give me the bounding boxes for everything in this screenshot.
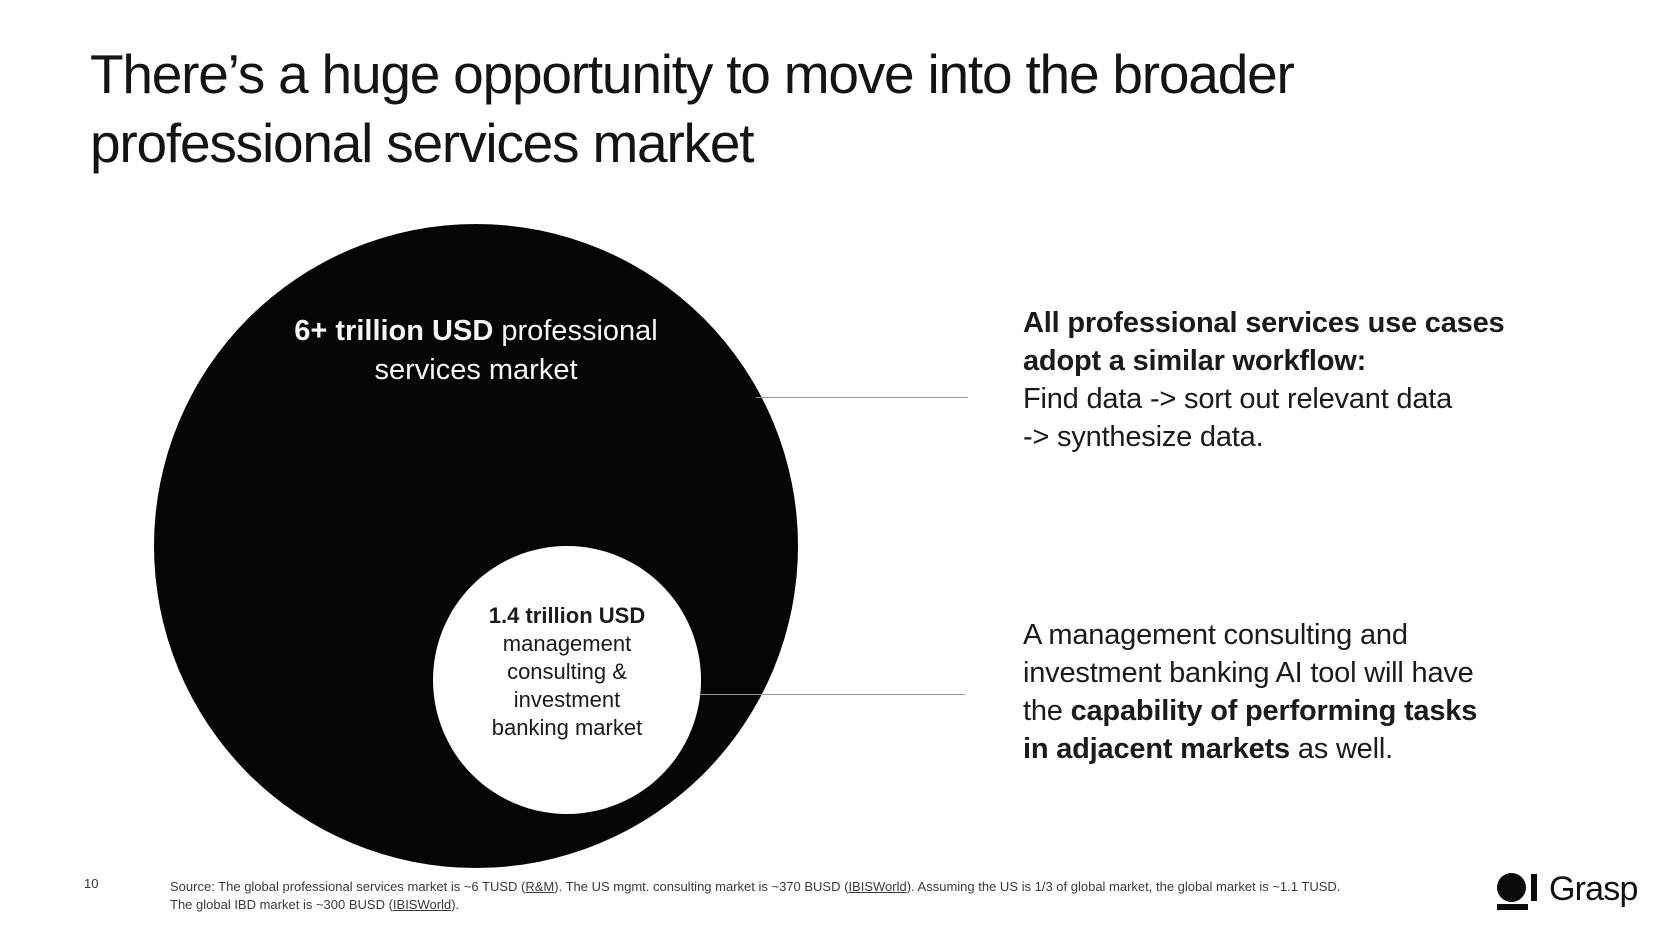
inner-circle-label-line5: banking market <box>491 715 643 740</box>
inner-circle-value: 1.4 trillion USD <box>488 603 646 628</box>
page-title-line1: There’s a huge opportunity to move into … <box>90 43 1295 105</box>
footnote-seg4: ). <box>451 897 460 912</box>
outer-circle-label-line2: services market <box>374 354 578 386</box>
footnote-seg2: ). The US mgmt. consulting market is ~37… <box>554 879 849 894</box>
grasp-logo-circle <box>1497 873 1526 902</box>
callout-adjacent-line4-regular: as well. <box>1290 733 1393 765</box>
page-title: There’s a huge opportunity to move into … <box>90 40 1570 178</box>
grasp-logo: Grasp <box>1497 866 1638 912</box>
grasp-logo-icon <box>1497 866 1539 912</box>
inner-circle-label-line4: investment <box>513 687 621 712</box>
callout-adjacent-line1: A management consulting and <box>1023 619 1408 651</box>
callout-workflow-bold-line2: adopt a similar workflow: <box>1023 345 1367 377</box>
footnote-seg1: Source: The global professional services… <box>170 879 526 894</box>
connector-line-outer-circle <box>756 397 968 398</box>
callout-workflow-bold-line1: All professional services use cases <box>1023 307 1505 339</box>
source-link-ibisworld-1[interactable]: IBISWorld <box>848 879 907 894</box>
inner-circle-label-line2: management <box>502 631 632 656</box>
connector-line-inner-circle <box>699 694 965 695</box>
page-title-line2: professional services market <box>90 112 755 174</box>
outer-circle-value: 6+ trillion USD <box>294 315 494 347</box>
source-link-ibisworld-2[interactable]: IBISWorld <box>392 897 452 912</box>
outer-circle-label: 6+ trillion USD professional services ma… <box>154 312 798 390</box>
inner-circle-label-line3: consulting & <box>507 659 627 684</box>
source-link-rm[interactable]: R&M <box>525 879 555 894</box>
page-number: 10 <box>84 876 99 891</box>
grasp-logo-underbar <box>1497 904 1528 910</box>
callout-adjacent-line3-bold: capability of performing tasks <box>1070 695 1478 727</box>
callout-adjacent-line2: investment banking AI tool will have <box>1023 657 1474 689</box>
callout-adjacent-line3-regular: the <box>1023 695 1071 727</box>
outer-circle-label-line1: 6+ trillion USD professional <box>154 312 798 351</box>
callout-adjacent-line3: the capability of performing tasks <box>1023 692 1583 730</box>
callout-adjacent-line4-bold: in adjacent markets <box>1023 733 1290 765</box>
callout-workflow-line4: -> synthesize data. <box>1023 421 1264 453</box>
callout-workflow: All professional services use cases adop… <box>1023 304 1583 456</box>
outer-circle-label-after-value: professional <box>493 315 658 347</box>
inner-circle-label: 1.4 trillion USD management consulting &… <box>433 602 701 742</box>
grasp-wordmark: Grasp <box>1549 870 1638 908</box>
footnote-seg3: ). Assuming the US is 1/3 of global mark… <box>170 879 1341 912</box>
source-footnote: Source: The global professional services… <box>170 878 1360 914</box>
callout-workflow-line3: Find data -> sort out relevant data <box>1023 383 1453 415</box>
callout-adjacent-line4: in adjacent markets as well. <box>1023 730 1583 768</box>
callout-adjacent-markets: A management consulting and investment b… <box>1023 616 1583 768</box>
inner-circle-consulting-banking-market <box>433 546 701 814</box>
grasp-logo-vbar <box>1531 874 1537 901</box>
